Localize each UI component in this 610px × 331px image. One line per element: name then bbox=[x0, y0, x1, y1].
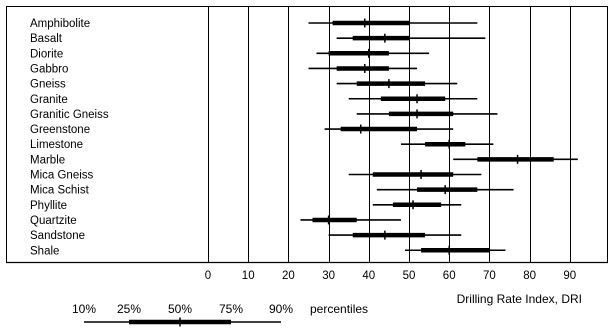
x-tick-labels: 0 10 20 30 40 50 60 70 80 90 bbox=[205, 270, 576, 282]
category-label: Granitic Gneiss bbox=[30, 109, 109, 121]
box-plot-row bbox=[300, 215, 401, 225]
box-plot-row bbox=[356, 109, 498, 119]
box-plot-row bbox=[372, 200, 462, 210]
x-tick-label: 30 bbox=[322, 270, 335, 282]
category-label: Sandstone bbox=[30, 230, 85, 242]
box-plot-row bbox=[400, 139, 494, 149]
box-plot-row bbox=[308, 63, 418, 73]
legend-percentile-label: 90% bbox=[269, 302, 293, 316]
category-label: Greenstone bbox=[30, 124, 90, 136]
category-label: Basalt bbox=[30, 33, 63, 45]
box-plot-row bbox=[376, 185, 514, 195]
category-label: Shale bbox=[30, 245, 59, 257]
box-plot-row bbox=[324, 124, 454, 134]
box-plot-row bbox=[308, 18, 478, 28]
category-label: Gabbro bbox=[30, 63, 68, 75]
x-tick-label: 90 bbox=[563, 270, 576, 282]
category-label: Mica Schist bbox=[30, 185, 90, 197]
x-tick-label: 80 bbox=[523, 270, 536, 282]
grid-lines bbox=[208, 7, 571, 262]
category-label: Gneiss bbox=[30, 79, 66, 91]
category-labels: Amphibolite Basalt Diorite Gabbro Gneiss Gran… bbox=[30, 18, 109, 257]
x-tick-label: 50 bbox=[403, 270, 416, 282]
box-plot-row bbox=[348, 170, 482, 179]
box-plot-row bbox=[348, 94, 478, 104]
x-tick-label: 70 bbox=[483, 270, 496, 282]
x-tick-label: 60 bbox=[443, 270, 456, 282]
legend-percentile-label: 75% bbox=[219, 302, 243, 316]
box-plots bbox=[300, 18, 578, 255]
x-tick-label: 10 bbox=[242, 270, 255, 282]
x-tick-label: 40 bbox=[362, 270, 375, 282]
legend-percentile-label: 50% bbox=[168, 302, 192, 316]
category-label: Limestone bbox=[30, 139, 83, 151]
legend-percentile-label: 10% bbox=[72, 302, 96, 316]
box-plot-row bbox=[336, 79, 458, 89]
legend-title: percentiles bbox=[310, 302, 368, 316]
box-plot-row bbox=[328, 230, 462, 240]
category-label: Phyllite bbox=[30, 200, 67, 212]
box-plot-row bbox=[316, 48, 430, 58]
category-label: Mica Gneiss bbox=[30, 170, 94, 182]
x-tick-label: 0 bbox=[205, 270, 211, 282]
plot-frame bbox=[6, 6, 608, 263]
x-tick-label: 20 bbox=[282, 270, 295, 282]
x-axis-title: Drilling Rate Index, DRI bbox=[457, 292, 582, 306]
box-plot-row bbox=[404, 245, 506, 255]
percentile-legend: 10% 25% 50% 75% 90% percentiles bbox=[72, 302, 368, 327]
category-label: Diorite bbox=[30, 48, 63, 60]
category-label: Marble bbox=[30, 154, 65, 166]
box-plot-row bbox=[336, 33, 486, 43]
category-label: Granite bbox=[30, 94, 68, 106]
legend-percentile-label: 25% bbox=[117, 302, 141, 316]
category-label: Quartzite bbox=[30, 215, 77, 227]
category-label: Amphibolite bbox=[30, 18, 90, 30]
box-plot-row bbox=[453, 154, 578, 164]
